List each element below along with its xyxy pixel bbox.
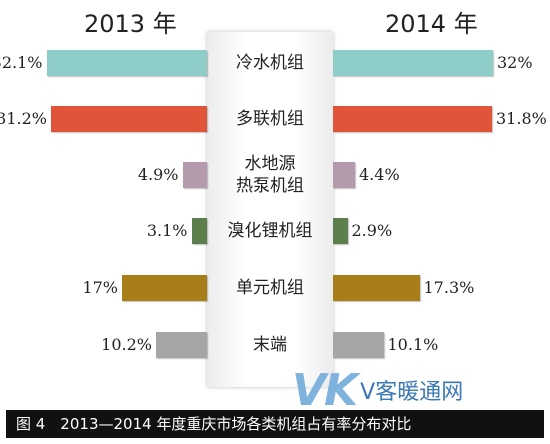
bar-2013 — [156, 332, 207, 358]
value-label-2014: 10.1% — [387, 335, 439, 354]
bar-2014 — [333, 162, 355, 188]
category-label: 溴化锂机组 — [227, 221, 313, 241]
value-label-2013: 31.2% — [0, 109, 47, 128]
value-label-2013: 32.1% — [0, 53, 43, 72]
watermark-logo-mark: VK — [292, 364, 358, 416]
value-label-2014: 17.3% — [423, 278, 475, 297]
figure-caption: 图 4 2013—2014 年度重庆市场各类机组占有率分布对比 — [6, 410, 544, 438]
watermark-logo: VK V客暖通网 — [292, 365, 464, 416]
bar-2013 — [182, 162, 207, 188]
category-label: 水地源 — [244, 154, 296, 174]
series-label-2013: 2013 年 — [84, 10, 177, 38]
category-label: 多联机组 — [236, 109, 304, 129]
value-label-2013: 3.1% — [146, 221, 188, 240]
bar-2013 — [122, 275, 207, 301]
value-label-2014: 32% — [497, 53, 533, 72]
category-label: 单元机组 — [236, 278, 304, 298]
value-label-2014: 2.9% — [351, 221, 393, 240]
category-label: 末端 — [253, 335, 287, 355]
category-label: 冷水机组 — [236, 53, 304, 73]
bar-2014 — [333, 218, 348, 244]
value-label-2013: 4.9% — [137, 165, 179, 184]
value-label-2013: 10.2% — [101, 335, 152, 354]
bar-2014 — [333, 275, 420, 301]
bar-2014 — [333, 106, 492, 132]
series-label-2014: 2014 年 — [385, 10, 478, 38]
bar-2013 — [191, 218, 207, 244]
watermark-site-name: V客暖通网 — [360, 380, 464, 405]
value-label-2014: 31.8% — [496, 109, 547, 128]
bar-2013 — [46, 50, 207, 76]
value-label-2013: 17% — [82, 278, 118, 297]
category-label: 热泵机组 — [236, 176, 304, 196]
bar-2014 — [333, 332, 384, 358]
category-panel — [207, 32, 333, 387]
bar-2013 — [51, 106, 207, 132]
bar-2014 — [333, 50, 493, 76]
value-label-2014: 4.4% — [359, 165, 400, 184]
